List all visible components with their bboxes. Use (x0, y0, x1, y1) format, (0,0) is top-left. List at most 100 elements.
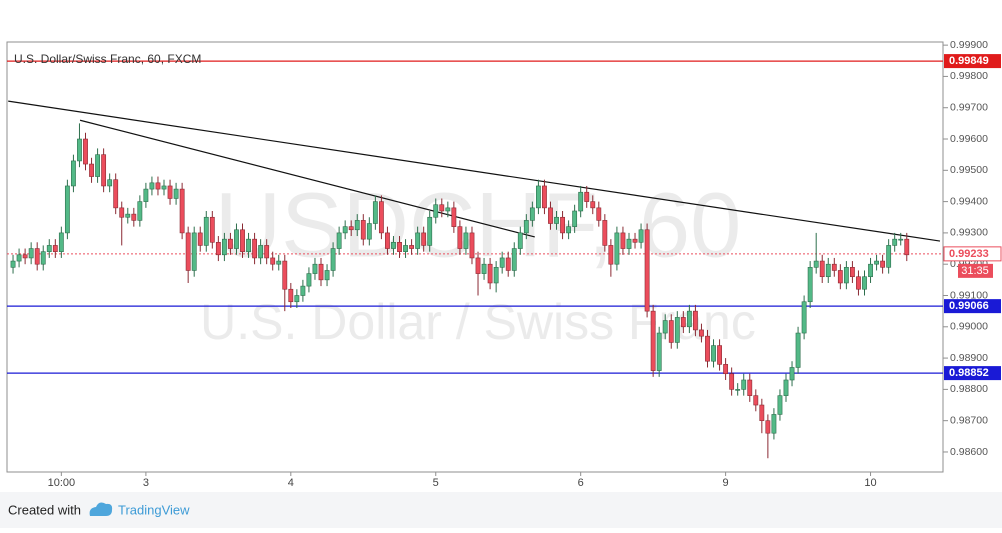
candle-body (149, 182, 155, 190)
candle-body (457, 226, 463, 249)
level-label: 0.99849 (949, 55, 989, 67)
candle-body (862, 276, 867, 290)
candle-body (173, 188, 179, 199)
candle-body (228, 238, 233, 249)
footer-brand[interactable]: TradingView (118, 502, 190, 517)
candle-body (819, 260, 825, 278)
y-tick-label: 0.99500 (950, 164, 988, 176)
candle-body (686, 310, 692, 328)
candle-body (777, 395, 783, 415)
candle-body (336, 232, 342, 249)
footer-band (0, 492, 1002, 528)
candle-body (886, 245, 892, 268)
tradingview-logo[interactable] (89, 502, 113, 516)
candle-body (481, 263, 487, 274)
candle-body (34, 248, 40, 265)
candle-body (252, 238, 258, 259)
candle-body (856, 276, 861, 290)
candle-body (741, 379, 747, 390)
level-label-box (944, 366, 1001, 381)
candle-body (107, 179, 113, 187)
y-tick-label: 0.98900 (950, 352, 988, 364)
candle-body (294, 295, 300, 303)
candle-body (354, 220, 360, 231)
candle-body (529, 207, 535, 221)
candle-body (276, 260, 282, 265)
candle-body (759, 404, 765, 421)
candle-body (89, 163, 94, 177)
candle-body (789, 367, 795, 381)
candle-body (421, 232, 427, 246)
current-price-box (943, 246, 1002, 262)
candle-body (560, 216, 565, 234)
candle-body (813, 260, 819, 268)
candle-body (898, 238, 904, 241)
candle-body (427, 216, 433, 246)
chart-title: U.S. Dollar/Swiss Franc, 60, FXCM (14, 52, 201, 66)
candle-body (566, 226, 572, 234)
candle-body (258, 245, 264, 259)
candle-body (850, 267, 855, 278)
candle-body (445, 207, 451, 212)
x-tick-label: 4 (288, 477, 294, 489)
candle-body (221, 238, 227, 256)
level-label-box (944, 54, 1001, 69)
candle-body (288, 288, 294, 303)
candle-body (831, 263, 837, 271)
candle-body (10, 260, 16, 268)
candle-body (378, 201, 384, 234)
candle-body (360, 220, 366, 240)
candle-body (203, 216, 209, 246)
candle-body (391, 241, 396, 249)
y-tick-label: 0.99900 (950, 39, 988, 51)
candle-body (596, 207, 602, 221)
candle-body (179, 188, 185, 234)
candle-body (578, 191, 584, 212)
x-tick-label: 5 (433, 477, 439, 489)
candle-body (246, 238, 251, 252)
candle-body (342, 226, 348, 234)
candle-body (904, 238, 910, 256)
footer-created-with: Created with (8, 502, 81, 517)
candle-body (517, 232, 523, 249)
candle-body (880, 260, 886, 268)
candle-body (185, 232, 191, 271)
candle-body (28, 248, 34, 259)
y-tick-label: 0.99800 (950, 70, 988, 82)
candle-body (807, 267, 813, 303)
candle-body (493, 267, 499, 284)
trend-line (79, 119, 535, 238)
x-tick-label: 10 (864, 477, 876, 489)
candle-body (64, 185, 70, 234)
candle-body (711, 345, 716, 362)
candle-body (548, 207, 553, 224)
level-label: 0.99066 (949, 300, 989, 312)
candle-body (602, 220, 608, 246)
candle-body (137, 201, 143, 221)
candle-body (632, 238, 638, 243)
candle-body (215, 241, 221, 256)
candle-body (306, 273, 312, 287)
candle-body (680, 317, 686, 328)
candle-body (209, 216, 215, 243)
candle-body (348, 226, 354, 231)
candle-body (620, 232, 626, 249)
candle-body (113, 179, 119, 209)
candle-body (22, 254, 28, 259)
level-label-box (944, 299, 1001, 314)
candle-body (397, 241, 402, 252)
candle-body (330, 248, 336, 271)
candle-body (463, 232, 469, 249)
candle-body (155, 182, 161, 190)
y-tick-label: 0.99600 (950, 133, 988, 145)
y-tick-label: 0.99000 (950, 321, 988, 333)
candle-body (608, 245, 614, 265)
countdown-label: 31:35 (961, 265, 989, 277)
candle-body (312, 263, 318, 274)
candle-body (650, 310, 656, 371)
candle-body (614, 232, 620, 265)
candle-body (77, 138, 82, 162)
candle-body (692, 310, 698, 331)
y-tick-label: 0.99300 (950, 227, 988, 239)
candle-body (324, 270, 330, 281)
